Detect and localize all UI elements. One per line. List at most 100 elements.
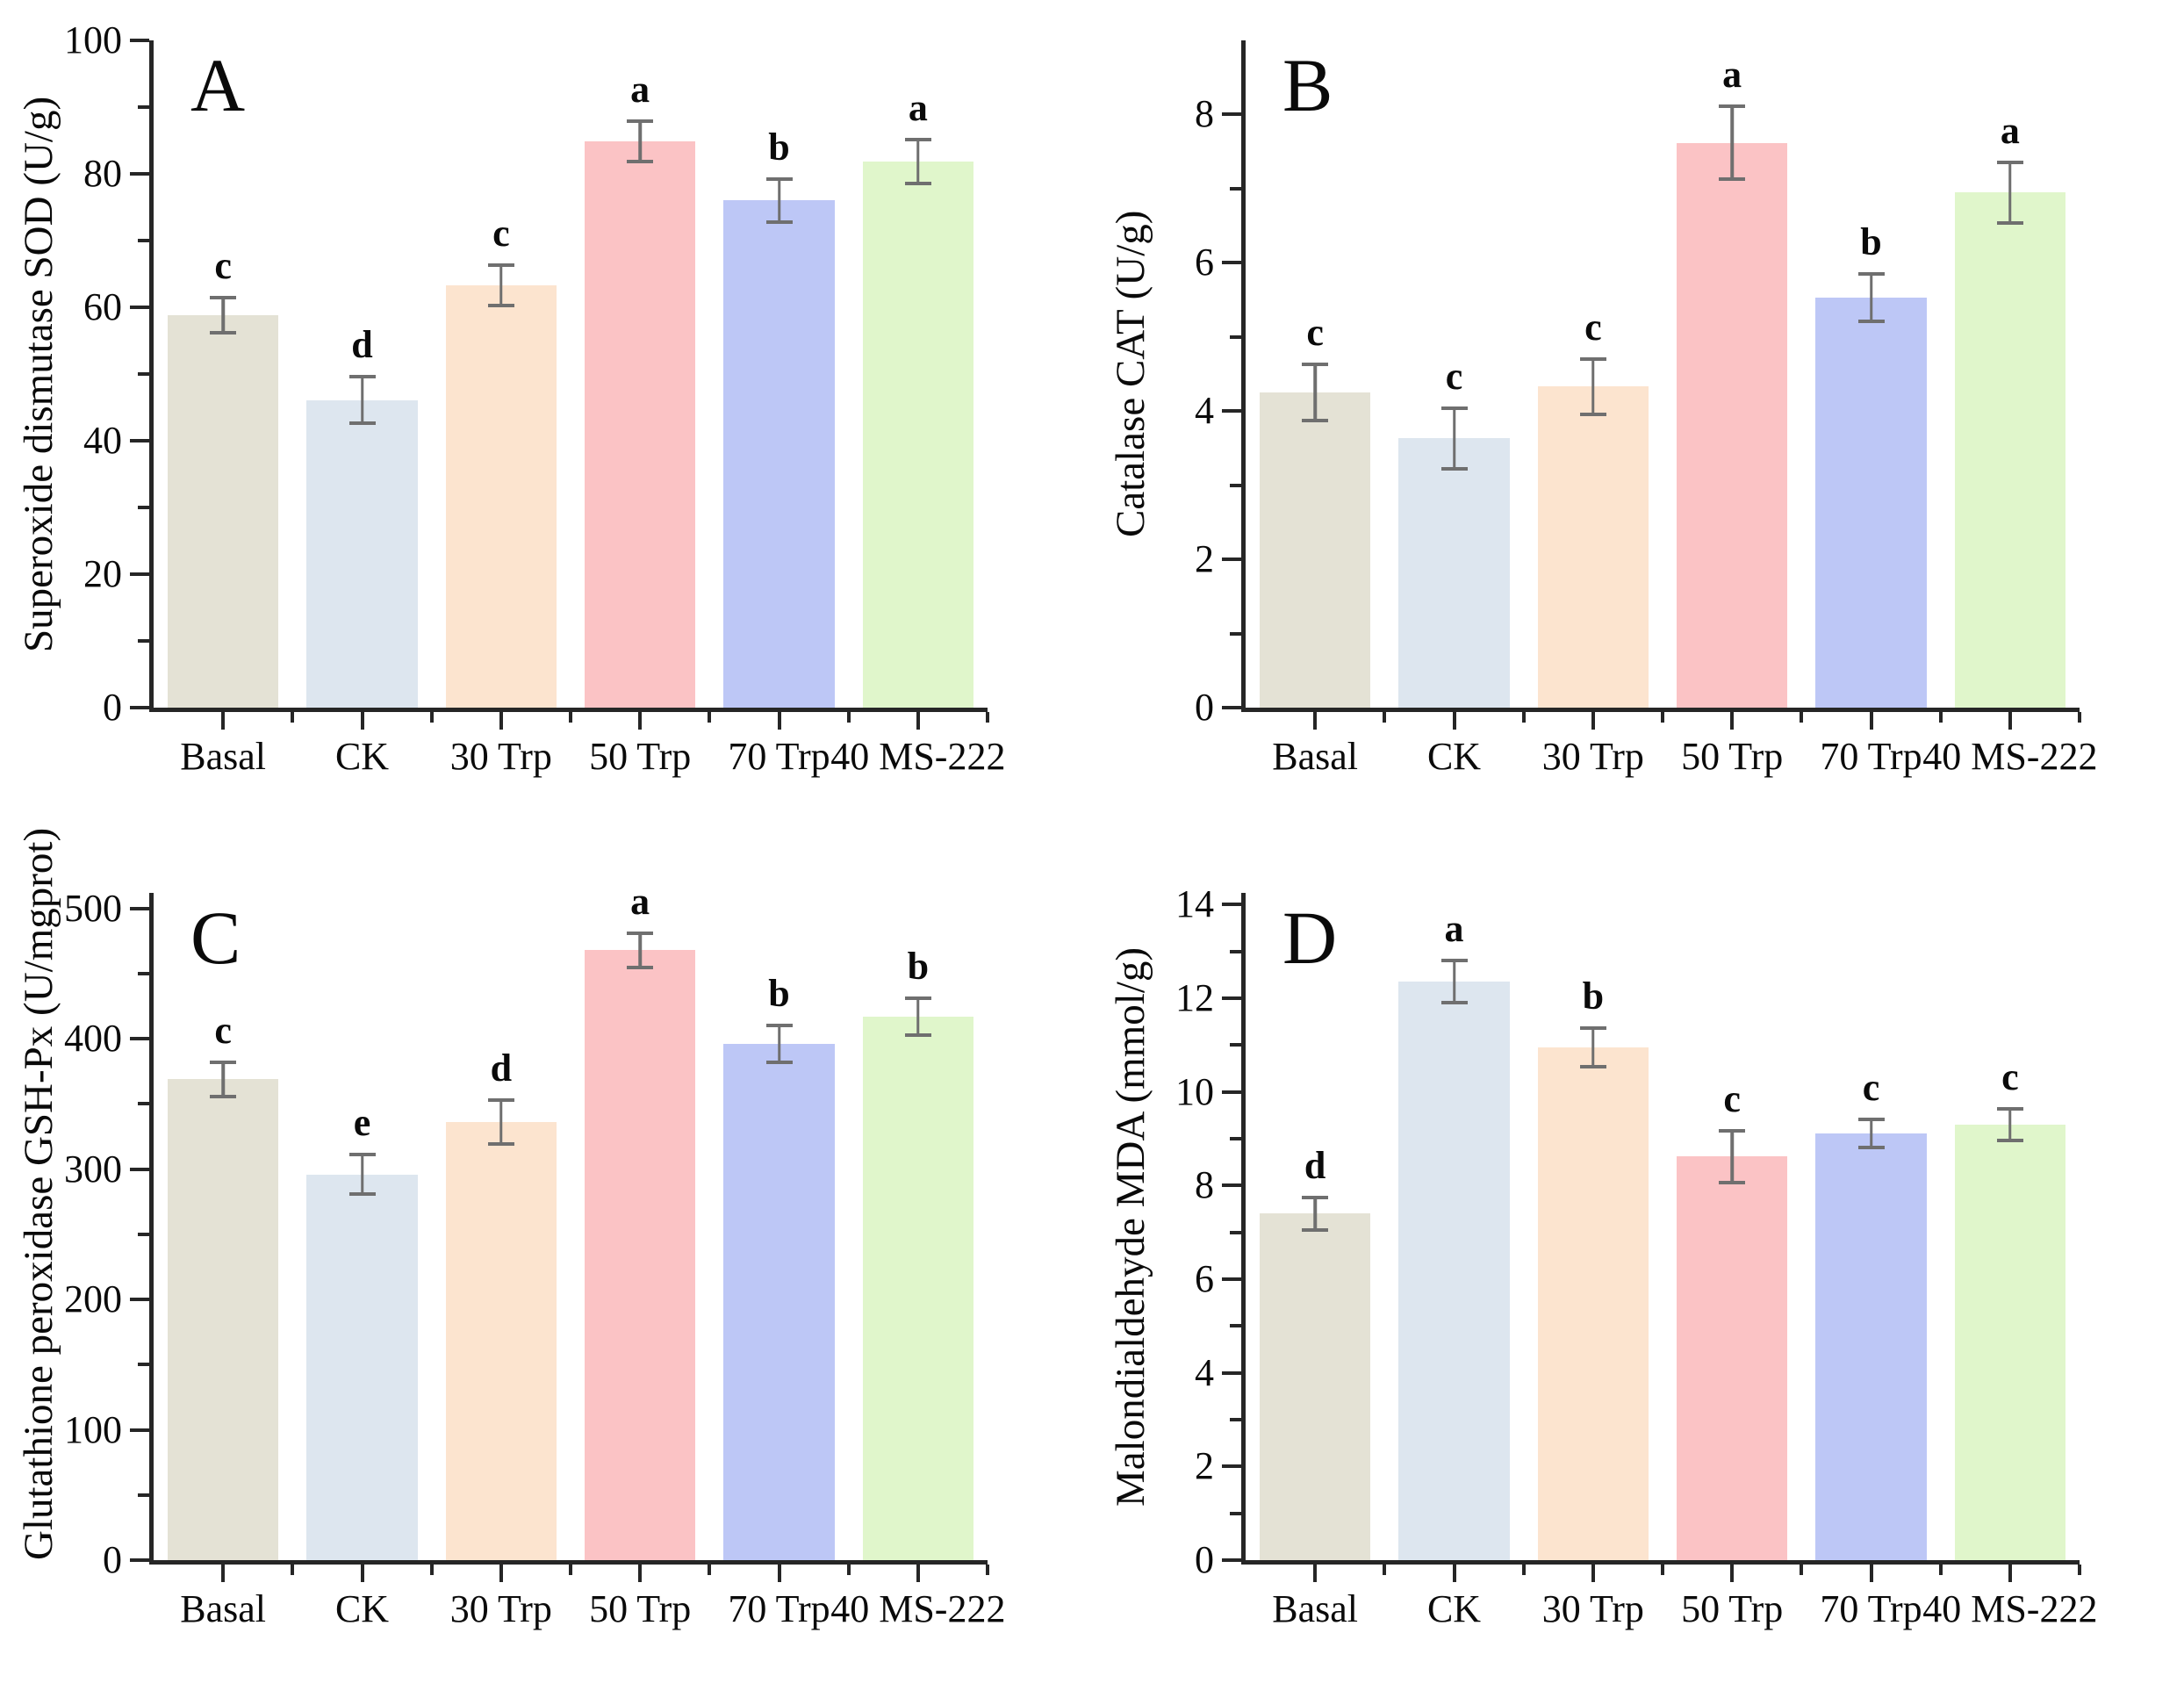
y-axis-minor-tick: [138, 1232, 149, 1236]
error-bar: [1313, 364, 1317, 421]
error-bar-top-cap: [627, 932, 654, 936]
x-axis-major-tick: [638, 712, 643, 730]
x-axis-minor-tick: [1800, 712, 1804, 723]
x-axis-minor-tick: [429, 1565, 434, 1575]
y-axis-major-tick: [130, 1558, 149, 1562]
error-bar-top-cap: [210, 1060, 237, 1064]
y-axis-minor-tick: [1230, 1324, 1241, 1328]
error-bar: [777, 1025, 781, 1062]
error-bar-top-cap: [1579, 357, 1606, 362]
y-axis-major-tick: [1222, 706, 1241, 709]
error-bar-top-cap: [1719, 104, 1746, 109]
error-bar-bottom-cap: [1440, 1001, 1468, 1005]
x-category-label: 70 Trp: [1820, 1587, 1922, 1630]
error-bar-bottom-cap: [1996, 220, 2023, 225]
y-axis-minor-tick: [1230, 1418, 1241, 1421]
y-axis-minor-tick: [138, 506, 149, 509]
bar-40-ms-222: [862, 162, 974, 708]
y-axis-major-tick: [1222, 261, 1241, 265]
x-axis-minor-tick: [291, 1565, 295, 1575]
bar-30-trp: [445, 1122, 557, 1560]
error-bar-top-cap: [487, 1098, 514, 1103]
panel-letter: C: [190, 896, 241, 980]
y-axis-title: Catalase CAT (U/g): [1108, 210, 1153, 538]
significance-letter: d: [490, 1047, 513, 1090]
significance-letter: b: [1860, 220, 1882, 264]
plot-area: A 0 20 40 60 80 100 Basal CK 30 Trp 50 Trp 70 Trp 4…: [64, 21, 1005, 776]
y-axis-tick-label: 4: [1195, 389, 1214, 433]
error-bar: [1730, 1130, 1734, 1183]
x-axis-major-tick: [638, 1565, 643, 1582]
error-bar: [916, 140, 920, 184]
bar-50-trp: [584, 140, 696, 708]
x-axis-minor-tick: [2078, 1565, 2081, 1575]
y-axis-tick-label: 2: [1195, 537, 1214, 581]
y-axis-minor-tick: [138, 1493, 149, 1497]
x-axis-major-tick: [1869, 712, 1873, 730]
error-bar: [1591, 359, 1595, 414]
bar-70-trp: [723, 1044, 835, 1560]
y-axis-minor-tick: [1230, 1230, 1241, 1234]
x-axis-major-tick: [916, 1565, 920, 1582]
bar-50-trp: [584, 950, 696, 1560]
y-axis-minor-tick: [138, 105, 149, 109]
error-bar: [1452, 407, 1456, 470]
x-axis-major-tick: [1313, 712, 1318, 730]
error-bar-top-cap: [1857, 1117, 1885, 1121]
x-axis-minor-tick: [846, 1565, 851, 1575]
error-bar: [638, 120, 642, 162]
significance-letter: a: [630, 67, 650, 111]
plot-area: B 0 2 4 6 8 Basal CK 30 Trp 50 Trp 70 Trp 40 MS-22…: [1195, 40, 2097, 776]
y-axis-major-tick: [1222, 1277, 1241, 1281]
bar-30-trp: [1537, 1047, 1649, 1560]
error-bar-bottom-cap: [210, 1094, 237, 1098]
x-axis-minor-tick: [569, 1565, 572, 1575]
x-axis-major-tick: [1730, 1565, 1735, 1582]
significance-letter: a: [2000, 108, 2020, 152]
error-bar-bottom-cap: [487, 303, 514, 307]
bar-ck: [1398, 982, 1510, 1560]
x-axis-minor-tick: [429, 712, 434, 723]
x-axis-minor-tick: [1383, 1565, 1387, 1575]
significance-letter: c: [1445, 354, 1463, 398]
x-category-label: 40 MS-222: [1922, 735, 2098, 778]
error-bar: [360, 1155, 364, 1194]
bar-70-trp: [1815, 298, 1927, 708]
significance-letter: c: [2001, 1055, 2019, 1099]
x-category-label: 40 MS-222: [830, 735, 1006, 778]
y-axis-tick-label: 60: [83, 285, 122, 328]
error-bar-bottom-cap: [1302, 419, 1329, 423]
error-bar-top-cap: [1440, 959, 1468, 963]
error-bar-top-cap: [1302, 363, 1329, 367]
y-axis-tick-label: 200: [64, 1277, 122, 1321]
y-axis-minor-tick: [1230, 1043, 1241, 1047]
error-bar-bottom-cap: [627, 159, 654, 163]
y-axis-tick-label: 400: [64, 1017, 122, 1061]
error-bar: [221, 298, 225, 333]
error-bar-bottom-cap: [765, 1060, 793, 1064]
y-axis-tick-label: 14: [1175, 882, 1214, 926]
panel-b-cat-chart: Catalase CAT (U/g) B 0 2 4 6 8 Basal CK 30 Trp 5…: [1092, 0, 2184, 852]
x-axis-minor-tick: [1661, 1565, 1664, 1575]
y-axis-major-tick: [1222, 558, 1241, 562]
significance-letter: c: [1723, 1076, 1741, 1120]
error-bar-top-cap: [348, 375, 376, 379]
x-category-label: 50 Trp: [1681, 1587, 1784, 1630]
x-category-label: 70 Trp: [728, 1587, 830, 1630]
error-bar-top-cap: [765, 177, 793, 182]
x-category-label: CK: [1426, 1587, 1482, 1630]
error-bar-bottom-cap: [1579, 1065, 1606, 1069]
bar-30-trp: [1537, 386, 1649, 708]
y-axis-major-tick: [130, 39, 149, 42]
x-category-label: 50 Trp: [1681, 735, 1784, 778]
y-axis-major-tick: [130, 306, 149, 309]
x-axis-minor-tick: [1661, 712, 1664, 723]
bar-30-trp: [445, 284, 557, 708]
x-category-label: Basal: [180, 1587, 267, 1630]
error-bar: [1452, 960, 1456, 1004]
x-axis-major-tick: [221, 712, 226, 730]
x-category-label: 30 Trp: [449, 1587, 552, 1630]
x-axis-major-tick: [1313, 1565, 1318, 1582]
bar-50-trp: [1676, 1156, 1788, 1560]
